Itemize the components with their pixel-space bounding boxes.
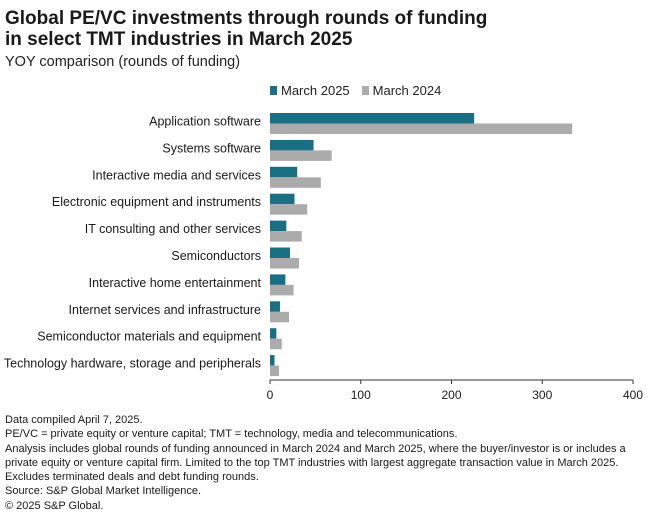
category-label: Semiconductors <box>171 249 261 263</box>
category-label: Semiconductor materials and equipment <box>37 330 261 344</box>
legend-swatch-march-2024 <box>361 86 369 95</box>
category-label: Interactive media and services <box>92 168 261 182</box>
chart-legend: March 2025 March 2024 <box>270 83 453 98</box>
footnote-source: Source: S&P Global Market Intelligence. <box>5 485 202 498</box>
bar-march-2024 <box>270 284 294 296</box>
footnote-exclusions: Excludes terminated deals and debt fundi… <box>5 471 259 484</box>
footnote-analysis-line-2: private equity or venture capital firm. … <box>5 456 619 469</box>
bar-march-2025 <box>270 247 290 258</box>
category-label: Internet services and infrastructure <box>69 303 261 317</box>
chart-title-line-2: in select TMT industries in March 2025 <box>5 29 353 50</box>
x-tick-label: 400 <box>623 388 643 402</box>
bar-march-2024 <box>270 123 573 134</box>
chart-title-line-1: Global PE/VC investments through rounds … <box>5 8 488 29</box>
bar-march-2025 <box>270 355 275 366</box>
category-label: Technology hardware, storage and periphe… <box>4 357 261 371</box>
legend-item-march-2024: March 2024 <box>361 83 442 98</box>
chart-footnotes: Data compiled April 7, 2025. PE/VC = pri… <box>5 413 657 513</box>
category-label: IT consulting and other services <box>85 222 261 236</box>
footnote-analysis-line-1: Analysis includes global rounds of fundi… <box>5 442 626 455</box>
footnote-data-compiled: Data compiled April 7, 2025. <box>5 414 143 426</box>
chart-title: Global PE/VC investments through rounds … <box>5 8 655 50</box>
legend-swatch-march-2025 <box>270 86 277 95</box>
bar-march-2024 <box>270 338 282 350</box>
category-label: Application software <box>149 115 261 129</box>
category-label: Systems software <box>162 141 261 155</box>
x-tick-label: 0 <box>267 388 274 402</box>
bar-march-2024 <box>270 204 308 215</box>
category-label: Interactive home entertainment <box>89 276 262 290</box>
bar-march-2025 <box>270 328 277 339</box>
bar-march-2024 <box>270 177 321 188</box>
legend-item-march-2025: March 2025 <box>270 83 350 98</box>
bar-chart: Application software Systems software Inte… <box>4 113 643 402</box>
bar-march-2024 <box>270 365 280 377</box>
bar-march-2025 <box>270 166 298 178</box>
footnote-copyright: © 2025 S&P Global. <box>5 499 104 512</box>
bar-march-2024 <box>270 258 300 269</box>
bar-march-2024 <box>270 311 290 323</box>
x-tick-label: 200 <box>441 388 461 402</box>
bar-march-2025 <box>270 113 475 124</box>
footnote-abbreviations: PE/VC = private equity or venture capita… <box>5 428 458 441</box>
category-label: Electronic equipment and instruments <box>52 195 261 209</box>
x-tick-label: 100 <box>351 388 371 402</box>
chart-subtitle: YOY comparison (rounds of funding) <box>5 54 241 70</box>
bar-march-2025 <box>270 139 314 151</box>
bar-march-2024 <box>270 150 332 161</box>
bar-march-2025 <box>270 301 280 312</box>
x-tick-label: 300 <box>532 388 552 402</box>
bar-march-2024 <box>270 231 302 242</box>
legend-label-march-2024: March 2024 <box>372 83 442 98</box>
legend-label-march-2025: March 2025 <box>281 83 350 98</box>
bar-march-2025 <box>270 220 287 232</box>
bar-march-2025 <box>270 274 286 285</box>
bar-march-2025 <box>270 193 295 205</box>
